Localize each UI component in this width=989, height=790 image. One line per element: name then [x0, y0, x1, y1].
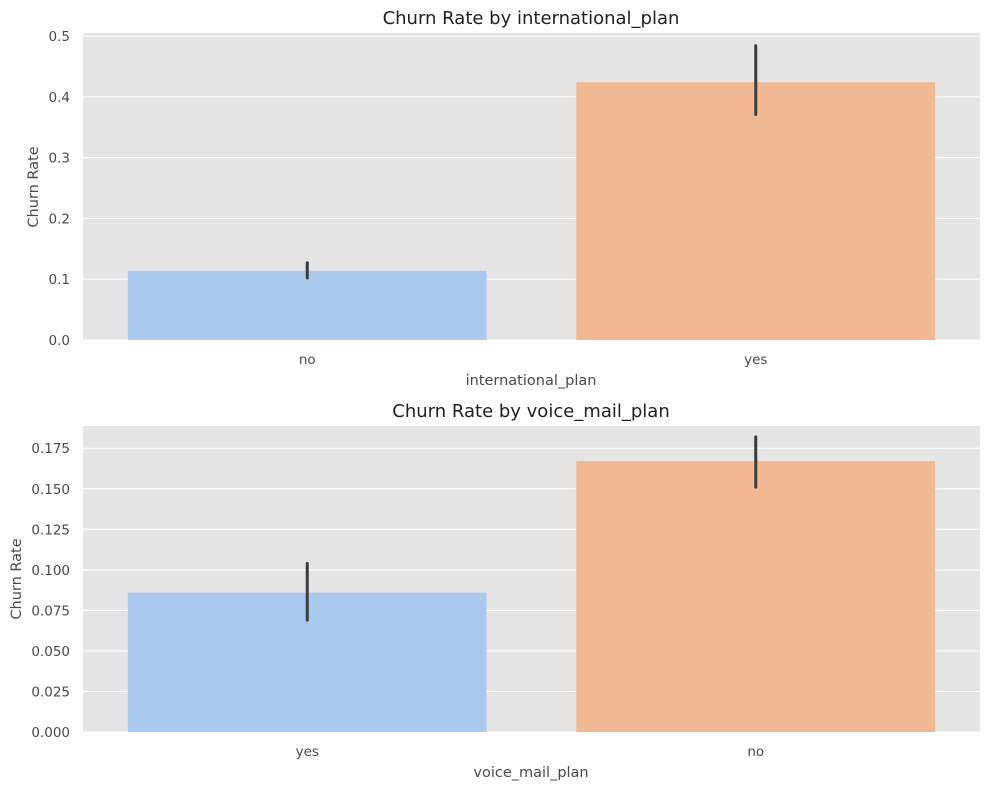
chart-voice-mail-plan: Churn Rate by voice_mail_plan 0.000 0.025…	[9, 401, 980, 781]
x-tick-label: no	[299, 352, 316, 368]
x-tick-label: no	[747, 744, 764, 760]
x-tick-label: yes	[296, 744, 319, 760]
bars	[127, 461, 936, 732]
y-tick-label: 0.025	[31, 684, 70, 700]
y-tick-label: 0.1	[49, 272, 70, 288]
error-bars	[305, 44, 758, 280]
x-tick-label: yes	[744, 352, 767, 368]
y-tick-label: 0.075	[31, 603, 70, 619]
y-tick-label: 0.125	[31, 522, 70, 538]
chart-international-plan: Churn Rate by international_plan 0.00.10…	[26, 8, 980, 389]
y-tick-label: 0.175	[31, 441, 70, 457]
y-tick-label: 0.5	[49, 29, 70, 45]
bars	[127, 82, 936, 341]
bar-no	[127, 270, 487, 340]
y-tick-labels: 0.0 0.1 0.2 0.3 0.4 0.5	[49, 29, 70, 349]
y-tick-label: 0.150	[31, 482, 70, 498]
x-tick-labels: no yes	[299, 352, 768, 368]
error-bars	[305, 435, 758, 622]
bar-no	[576, 461, 936, 732]
y-tick-label: 0.3	[49, 151, 70, 167]
y-axis-label: Churn Rate	[26, 146, 42, 227]
x-tick-labels: yes no	[296, 744, 765, 760]
x-axis-label: international_plan	[466, 373, 597, 389]
y-tick-label: 0.2	[49, 211, 70, 227]
bar-yes	[576, 82, 936, 341]
y-axis-label: Churn Rate	[9, 538, 25, 619]
y-tick-label: 0.0	[49, 333, 70, 349]
y-tick-label: 0.100	[31, 563, 70, 579]
y-tick-label: 0.050	[31, 644, 70, 660]
chart-title: Churn Rate by voice_mail_plan	[392, 401, 669, 422]
chart-title: Churn Rate by international_plan	[383, 8, 680, 29]
y-tick-labels: 0.000 0.025 0.050 0.075 0.100 0.125 0.150 0.175	[31, 441, 70, 741]
x-axis-label: voice_mail_plan	[473, 765, 588, 781]
y-tick-label: 0.4	[49, 90, 70, 106]
y-tick-label: 0.000	[31, 725, 70, 741]
